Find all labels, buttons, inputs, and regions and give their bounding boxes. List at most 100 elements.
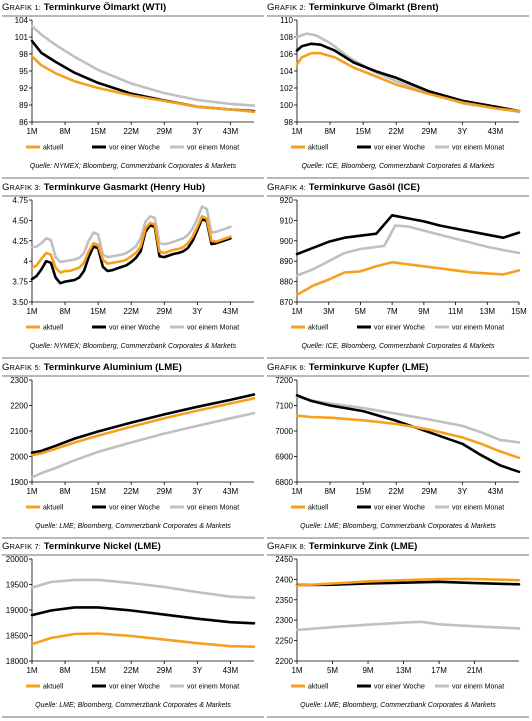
bottom-rule xyxy=(2,357,264,359)
x-tick-label: 11M xyxy=(448,307,463,316)
x-tick-label: 8M xyxy=(60,666,71,675)
x-tick-label: 29M xyxy=(156,666,172,675)
legend-label: aktuell xyxy=(43,684,64,691)
y-tick-label: 104 xyxy=(15,16,29,25)
title-number: RAFIK 8: xyxy=(274,542,307,551)
x-tick-label: 21M xyxy=(467,666,483,675)
x-tick-label: 5M xyxy=(327,666,338,675)
title-number: RAFIK 7: xyxy=(9,542,42,551)
series-line-vor-einem-monat xyxy=(30,578,256,600)
y-tick-label: 2100 xyxy=(10,427,28,436)
series-line-aktuell xyxy=(30,397,256,457)
y-tick-label: 95 xyxy=(19,67,28,76)
chart-plot: 6800 6900 7000 7100 7200 1M 8M 15M 22M 29M 3Y 43M ak… xyxy=(275,376,521,512)
top-rule xyxy=(2,195,264,197)
x-tick-label: 29M xyxy=(421,487,437,496)
chart-plot: 86 89 92 95 98 101 104 1M 8M 15M 22M 29M 3Y 43M aktuel… xyxy=(15,16,256,152)
top-rule xyxy=(267,554,529,556)
legend-label: aktuell xyxy=(308,684,329,691)
y-tick-label: 4 xyxy=(24,257,29,266)
y-tick-label: 2300 xyxy=(10,376,28,385)
x-tick-label: 13M xyxy=(396,666,412,675)
series-line-vor-einer-woche xyxy=(30,606,256,625)
chart-plot: 1900 2000 2100 2200 2300 1M 8M 15M 22M 29M 3Y 43M ak… xyxy=(10,376,256,512)
x-tick-label: 1M xyxy=(291,487,302,496)
title-number: RAFIK 4: xyxy=(274,183,307,192)
y-tick-label: 101 xyxy=(15,33,29,42)
x-tick-label: 17M xyxy=(431,666,447,675)
y-tick-label: 98 xyxy=(284,118,293,127)
chart-plot: 18000 18500 19000 19500 20000 1M 8M 15M 22M 29M 3Y… xyxy=(6,555,256,691)
chart-title: GRAFIK 2: Terminkurve Ölmarkt (Brent) xyxy=(267,2,439,13)
legend-label: vor einem Monat xyxy=(187,684,239,691)
bottom-rule xyxy=(267,537,529,539)
title-prefix: G xyxy=(2,182,10,193)
x-tick-label: 5M xyxy=(355,307,366,316)
x-tick-label: 15M xyxy=(90,487,106,496)
y-tick-label: 2400 xyxy=(275,575,293,584)
source-note: Quelle: ICE, Bloomberg, Commerzbank Corp… xyxy=(301,163,495,170)
x-tick-label: 3Y xyxy=(192,307,202,316)
x-tick-label: 8M xyxy=(60,487,71,496)
y-tick-label: 920 xyxy=(280,196,294,205)
chart-panel: GRAFIK 8: Terminkurve Zink (LME) 2200 2250… xyxy=(267,541,529,721)
y-tick-label: 102 xyxy=(280,84,294,93)
series-line-aktuell xyxy=(30,632,256,648)
top-rule xyxy=(267,15,529,17)
series-line-aktuell xyxy=(295,51,521,113)
source-note: Quelle: LME; Bloomberg, Commerzbank Corp… xyxy=(300,523,496,530)
top-rule xyxy=(2,375,264,377)
x-tick-label: 1M xyxy=(26,487,37,496)
title-text: Terminkurve Gasöl (ICE) xyxy=(306,182,420,193)
x-tick-label: 15M xyxy=(90,307,106,316)
legend-label: aktuell xyxy=(308,145,329,152)
y-tick-label: 19500 xyxy=(6,581,29,590)
y-tick-label: 4.50 xyxy=(12,216,28,225)
bottom-rule xyxy=(267,716,529,718)
title-number: RAFIK 2: xyxy=(274,3,307,12)
y-tick-label: 6900 xyxy=(275,453,293,462)
title-prefix: G xyxy=(267,541,275,552)
x-tick-label: 22M xyxy=(388,127,404,136)
series-line-vor-einer-woche xyxy=(30,217,232,285)
y-tick-label: 2200 xyxy=(275,657,293,666)
chart-panel: GRAFIK 6: Terminkurve Kupfer (LME) 6800 69… xyxy=(267,362,529,542)
legend-label: vor einem Monat xyxy=(452,684,504,691)
source-note: Quelle: ICE, Bloomberg, Commerzbank Corp… xyxy=(301,343,495,350)
x-tick-label: 15M xyxy=(355,487,371,496)
x-tick-label: 1M xyxy=(291,666,302,675)
legend-label: vor einem Monat xyxy=(452,145,504,152)
x-tick-label: 43M xyxy=(223,127,239,136)
y-tick-label: 98 xyxy=(19,50,28,59)
x-tick-label: 15M xyxy=(90,127,106,136)
series-line-vor-einer-woche xyxy=(30,393,256,454)
y-tick-label: 110 xyxy=(280,16,293,25)
y-tick-label: 18000 xyxy=(6,657,29,666)
legend-label: vor einem Monat xyxy=(452,505,504,512)
title-prefix: G xyxy=(2,2,10,13)
x-tick-label: 22M xyxy=(388,487,404,496)
legend-label: vor einer Woche xyxy=(109,684,160,691)
legend-label: vor einer Woche xyxy=(109,145,160,152)
series-line-vor-einem-monat xyxy=(295,224,521,277)
y-tick-label: 4.75 xyxy=(12,196,28,205)
y-tick-label: 6800 xyxy=(275,478,293,487)
y-tick-label: 89 xyxy=(19,101,28,110)
x-tick-label: 29M xyxy=(421,127,437,136)
x-tick-label: 1M xyxy=(291,127,302,136)
title-prefix: G xyxy=(267,182,275,193)
x-tick-label: 29M xyxy=(156,127,172,136)
title-number: RAFIK 5: xyxy=(9,363,42,372)
y-tick-label: 890 xyxy=(280,257,294,266)
series-line-aktuell xyxy=(30,215,232,274)
legend-label: vor einem Monat xyxy=(187,505,239,512)
top-rule xyxy=(267,195,529,197)
top-rule xyxy=(2,15,264,17)
y-tick-label: 7200 xyxy=(275,376,293,385)
source-note: Quelle: NYMEX; Bloomberg, Commerzbank Co… xyxy=(29,343,237,350)
x-tick-label: 43M xyxy=(488,127,504,136)
series-line-aktuell xyxy=(295,577,521,587)
chart-panel: GRAFIK 7: Terminkurve Nickel (LME) 18000 1… xyxy=(2,541,264,721)
chart-title: GRAFIK 3: Terminkurve Gasmarkt (Henry Hu… xyxy=(2,182,205,193)
y-tick-label: 900 xyxy=(280,237,294,246)
